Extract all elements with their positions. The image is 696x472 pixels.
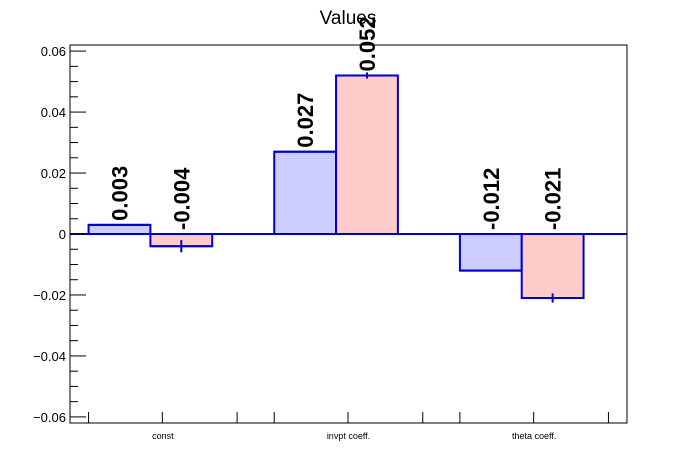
data-label-s2-0: -0.004 — [169, 167, 194, 230]
bar-s2-2 — [520, 233, 585, 300]
data-labels: 0.003 0.027 -0.012 -0.004 0.052 -0.021 — [107, 16, 565, 230]
y-tick-label: −0.02 — [33, 288, 66, 303]
y-tick-label: 0.06 — [41, 44, 66, 59]
x-axis: const invpt coeff. theta coeff. — [88, 412, 609, 441]
y-tick-label: 0 — [59, 227, 66, 242]
y-axis: −0.06 −0.04 −0.02 0 0.02 0.04 0.06 — [33, 44, 86, 425]
data-label-s1-0: 0.003 — [107, 166, 132, 221]
x-category-label: const — [152, 431, 174, 441]
x-category-label: invpt coeff. — [327, 431, 370, 441]
y-tick-label: 0.02 — [41, 166, 66, 181]
data-label-s2-1: 0.052 — [355, 16, 380, 71]
bar-s1-2 — [458, 233, 523, 272]
data-label-s1-1: 0.027 — [293, 93, 318, 148]
bar-s2-1 — [335, 74, 399, 235]
y-tick-label: −0.04 — [33, 349, 66, 364]
x-category-label: theta coeff. — [512, 431, 556, 441]
chart-title: Values — [320, 8, 377, 29]
bar-s1-1 — [273, 150, 338, 235]
y-tick-label: 0.04 — [41, 105, 66, 120]
data-label-s1-2: -0.012 — [479, 168, 504, 230]
data-label-s2-2: -0.021 — [541, 168, 566, 230]
bar-s1-0 — [87, 223, 152, 236]
bars-layer — [87, 72, 585, 303]
y-tick-label: −0.06 — [33, 410, 66, 425]
